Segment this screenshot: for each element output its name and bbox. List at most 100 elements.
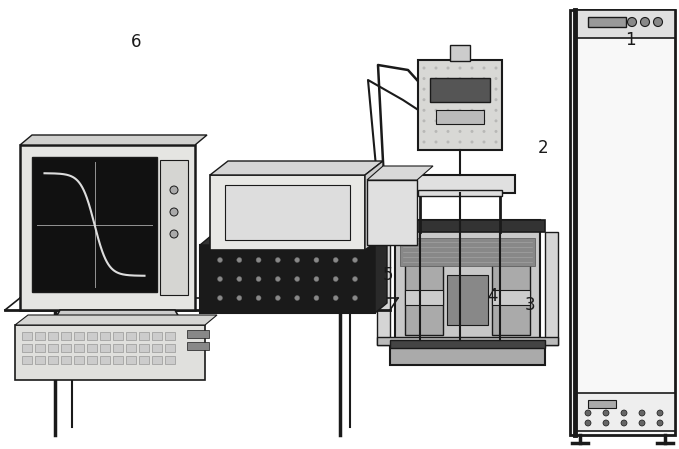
Circle shape xyxy=(352,295,358,300)
Circle shape xyxy=(483,130,485,133)
Bar xyxy=(61,332,71,340)
Polygon shape xyxy=(50,310,185,328)
Circle shape xyxy=(256,257,261,263)
Polygon shape xyxy=(20,135,207,145)
Bar xyxy=(20,145,195,310)
Circle shape xyxy=(494,98,498,101)
Bar xyxy=(35,344,45,352)
Polygon shape xyxy=(377,232,390,345)
Bar xyxy=(15,325,205,380)
Bar xyxy=(139,356,149,364)
Bar xyxy=(126,344,136,352)
Bar xyxy=(210,175,365,250)
Polygon shape xyxy=(375,235,387,313)
Polygon shape xyxy=(367,166,433,180)
Circle shape xyxy=(483,77,485,80)
Circle shape xyxy=(447,66,449,70)
Circle shape xyxy=(447,98,449,101)
Text: 5: 5 xyxy=(383,266,393,284)
Bar xyxy=(390,340,545,365)
Bar xyxy=(74,356,84,364)
Circle shape xyxy=(314,295,319,300)
Polygon shape xyxy=(545,232,558,345)
Circle shape xyxy=(627,18,636,26)
Bar xyxy=(187,330,209,338)
Bar xyxy=(61,356,71,364)
Circle shape xyxy=(458,141,462,144)
Circle shape xyxy=(640,18,650,26)
Circle shape xyxy=(494,109,498,112)
Circle shape xyxy=(314,257,319,263)
Bar xyxy=(35,356,45,364)
Circle shape xyxy=(170,230,178,238)
Text: 1: 1 xyxy=(625,31,636,49)
Circle shape xyxy=(621,420,627,426)
Bar xyxy=(492,290,530,305)
Circle shape xyxy=(483,66,485,70)
Circle shape xyxy=(170,208,178,216)
Bar xyxy=(113,344,123,352)
Circle shape xyxy=(352,257,358,263)
Bar xyxy=(570,10,675,435)
Circle shape xyxy=(217,277,223,282)
Bar xyxy=(165,344,175,352)
Bar xyxy=(588,400,616,408)
Circle shape xyxy=(585,420,591,426)
Circle shape xyxy=(295,277,299,282)
Bar xyxy=(576,10,675,38)
Circle shape xyxy=(471,77,473,80)
Circle shape xyxy=(603,410,609,416)
Circle shape xyxy=(435,109,437,112)
Polygon shape xyxy=(210,161,383,175)
Circle shape xyxy=(471,119,473,123)
Circle shape xyxy=(352,277,358,282)
Circle shape xyxy=(422,119,426,123)
Circle shape xyxy=(333,257,338,263)
Circle shape xyxy=(639,410,645,416)
Circle shape xyxy=(447,77,449,80)
Bar xyxy=(200,245,375,313)
Bar xyxy=(447,275,488,325)
Bar xyxy=(87,356,97,364)
Bar xyxy=(113,332,123,340)
Circle shape xyxy=(603,420,609,426)
Circle shape xyxy=(170,186,178,194)
Circle shape xyxy=(422,141,426,144)
Polygon shape xyxy=(365,161,383,250)
Circle shape xyxy=(447,130,449,133)
Circle shape xyxy=(494,66,498,70)
Circle shape xyxy=(483,109,485,112)
Text: 2: 2 xyxy=(538,139,549,157)
Bar xyxy=(160,160,188,295)
Circle shape xyxy=(494,119,498,123)
Circle shape xyxy=(447,88,449,91)
Circle shape xyxy=(471,141,473,144)
Circle shape xyxy=(217,295,223,300)
Bar xyxy=(100,332,110,340)
Bar xyxy=(48,332,58,340)
Bar xyxy=(152,356,162,364)
Bar xyxy=(61,344,71,352)
Bar xyxy=(126,332,136,340)
Circle shape xyxy=(435,77,437,80)
Circle shape xyxy=(458,77,462,80)
Circle shape xyxy=(435,98,437,101)
Bar xyxy=(436,110,484,124)
Circle shape xyxy=(483,88,485,91)
Circle shape xyxy=(458,109,462,112)
Bar xyxy=(367,180,417,245)
Polygon shape xyxy=(200,235,387,245)
Bar xyxy=(87,332,97,340)
Bar xyxy=(418,190,502,196)
Circle shape xyxy=(237,277,242,282)
Bar xyxy=(48,356,58,364)
Circle shape xyxy=(471,88,473,91)
Bar xyxy=(100,356,110,364)
Circle shape xyxy=(458,88,462,91)
Circle shape xyxy=(435,141,437,144)
Circle shape xyxy=(494,130,498,133)
Circle shape xyxy=(494,77,498,80)
Circle shape xyxy=(422,98,426,101)
Circle shape xyxy=(471,109,473,112)
Circle shape xyxy=(295,257,299,263)
